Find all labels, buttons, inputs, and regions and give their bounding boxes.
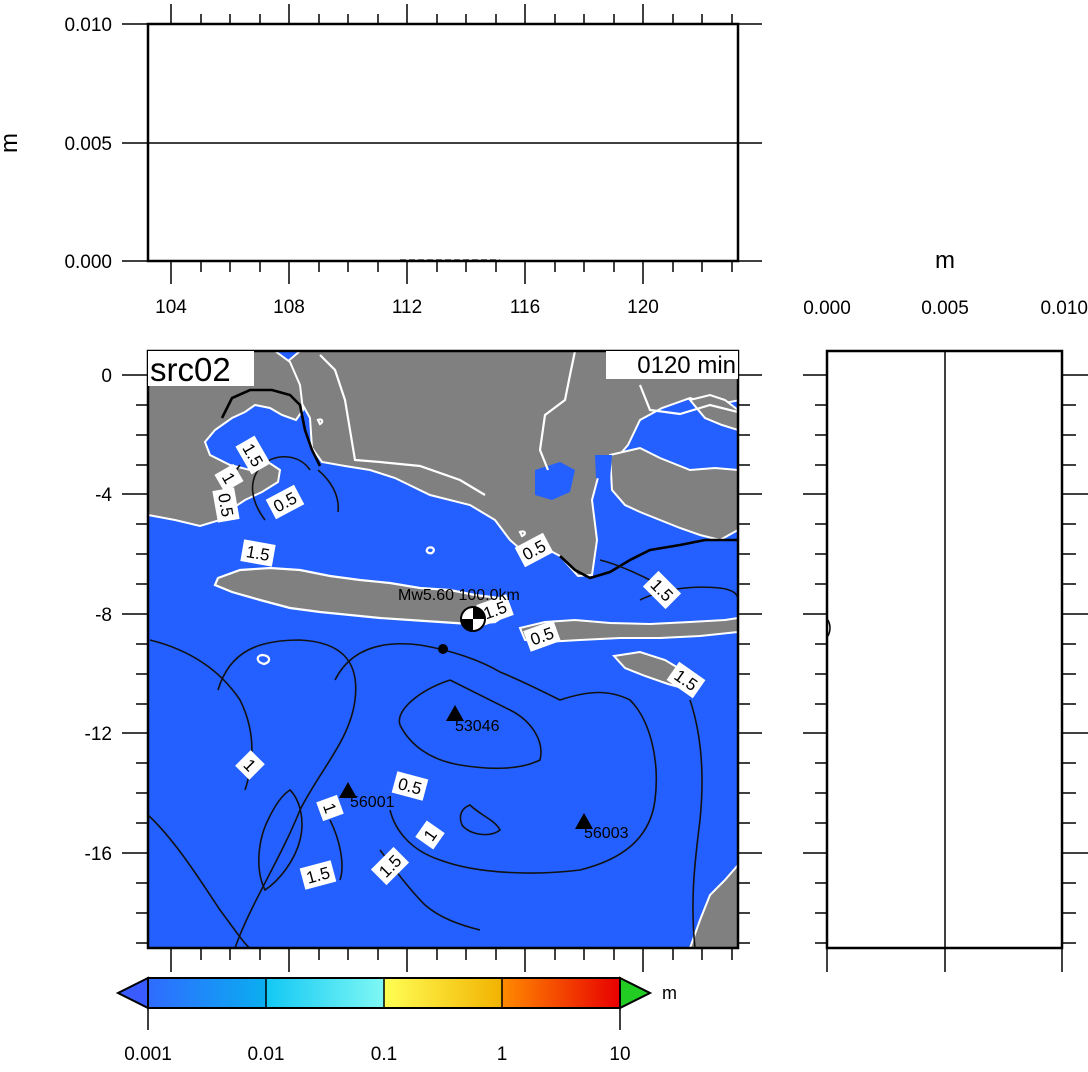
contour-label: 1 xyxy=(214,463,244,493)
contour-line xyxy=(217,639,357,948)
contour-label: 1 xyxy=(316,794,344,822)
latitude-tick-label: -16 xyxy=(85,844,112,865)
longitude-tick-label: 120 xyxy=(627,297,659,318)
longitude-tick-label: 104 xyxy=(155,297,187,318)
island-outline xyxy=(518,530,526,538)
colorbar-tick-label: 0.001 xyxy=(124,1044,172,1065)
colorbar: m 0.001 0.01 0.1 1 10 xyxy=(115,976,677,1065)
land-lesser-sunda xyxy=(518,616,738,644)
contour-line xyxy=(599,559,651,581)
right-panel: m 0.000 0.005 0.010 xyxy=(803,247,1088,972)
map-frame xyxy=(146,349,740,950)
colorbar-unit: m xyxy=(662,983,677,1003)
colorbar-tick-label: 0.01 xyxy=(248,1044,285,1065)
latitude-tick-label: 0 xyxy=(101,366,112,387)
epicenter-marker xyxy=(438,644,448,654)
contour-line xyxy=(459,804,502,836)
contour-label: 0.5 xyxy=(391,771,429,801)
contour-line xyxy=(398,679,542,770)
right-panel-xlabel: m xyxy=(935,247,955,274)
top-panel-bottom-ticks xyxy=(170,261,733,284)
right-panel-left-ticks xyxy=(803,374,827,944)
border-line xyxy=(316,418,324,426)
svg-text:1.5: 1.5 xyxy=(245,542,272,565)
right-panel-amplitude-trace xyxy=(827,619,831,637)
colorbar-segment xyxy=(502,978,620,1008)
top-ytick-label: 0.010 xyxy=(64,15,112,36)
top-panel: 0.010 0.005 0.000 m 104 108 112 116 120 xyxy=(0,4,762,318)
colorbar-tick-label: 1 xyxy=(497,1044,508,1065)
right-xtick-label: 0.010 xyxy=(1040,298,1088,319)
top-ytick-label: 0.005 xyxy=(64,134,112,155)
latitude-tick-label: -4 xyxy=(95,485,112,506)
station-marker: 56003 xyxy=(575,813,629,842)
station-marker: 56001 xyxy=(339,782,395,811)
station-label: 56001 xyxy=(350,794,395,811)
shallow-shelf xyxy=(535,462,575,500)
colorbar-segment xyxy=(148,978,266,1008)
latitude-tick-label: -8 xyxy=(95,605,112,626)
contour-label: 1.5 xyxy=(370,846,410,886)
border-line xyxy=(538,351,577,471)
right-xtick-label: 0.000 xyxy=(803,298,851,319)
svg-text:0.5: 0.5 xyxy=(214,492,237,519)
island-outline xyxy=(256,653,271,666)
land-australia xyxy=(688,863,738,948)
scenario-label: src02 xyxy=(150,351,231,388)
focal-mechanism-icon xyxy=(460,606,486,632)
station-marker: 53046 xyxy=(446,705,500,735)
colorbar-tick-label: 10 xyxy=(609,1044,630,1065)
scenario-label-box xyxy=(148,351,254,386)
border-line xyxy=(638,384,738,416)
contour-label: 1 xyxy=(235,750,265,780)
earthquake-source: Mw5.60 100.0km xyxy=(398,587,520,654)
contour-label: 1.5 xyxy=(299,860,337,890)
coastline-bold xyxy=(559,538,738,580)
coastline-bold xyxy=(220,388,322,467)
right-xtick-label: 0.005 xyxy=(921,298,969,319)
longitude-tick-label: 116 xyxy=(510,297,540,318)
border-line xyxy=(319,354,486,496)
contour-label: 1.5 xyxy=(240,539,276,567)
map-bottom-ticks xyxy=(170,948,733,972)
contour-line xyxy=(148,814,251,948)
shallow-shelf xyxy=(595,455,612,480)
map-right-ticks xyxy=(738,374,762,944)
longitude-tick-label: 108 xyxy=(273,297,305,318)
triangle-icon xyxy=(339,782,357,798)
contour-label: 1 xyxy=(415,820,445,850)
station-label: 56003 xyxy=(584,825,629,842)
top-panel-ylabel: m xyxy=(0,133,23,153)
colorbar-segment xyxy=(266,978,384,1008)
land-ne-island xyxy=(688,393,738,432)
top-panel-top-ticks xyxy=(170,4,733,24)
contour-line xyxy=(317,469,340,513)
station-label: 53046 xyxy=(455,718,500,735)
contour-line xyxy=(258,788,303,892)
border-line xyxy=(425,546,435,555)
top-ytick-label: 0.000 xyxy=(64,252,112,273)
contour-line xyxy=(689,699,703,948)
longitude-tick-label: 112 xyxy=(392,297,422,318)
colorbar-high-arrow xyxy=(619,976,653,1010)
right-panel-right-ticks xyxy=(1062,374,1088,944)
contour-line xyxy=(329,819,343,881)
latitude-tick-label: -12 xyxy=(85,724,112,745)
time-label: 0120 min xyxy=(637,352,736,379)
colorbar-low-arrow xyxy=(115,976,149,1010)
colorbar-segment xyxy=(384,978,502,1008)
map-panel: 0 -4 -8 -12 -16 src02 0120 min 1.5 1 0.5… xyxy=(85,349,762,972)
triangle-icon xyxy=(446,705,464,721)
contour-label: 0.5 xyxy=(212,487,240,523)
source-label: Mw5.60 100.0km xyxy=(398,587,520,604)
time-label-box xyxy=(606,351,738,379)
colorbar-tick-label: 0.1 xyxy=(371,1044,397,1065)
triangle-icon xyxy=(575,813,593,829)
map-left-ticks xyxy=(122,374,148,944)
